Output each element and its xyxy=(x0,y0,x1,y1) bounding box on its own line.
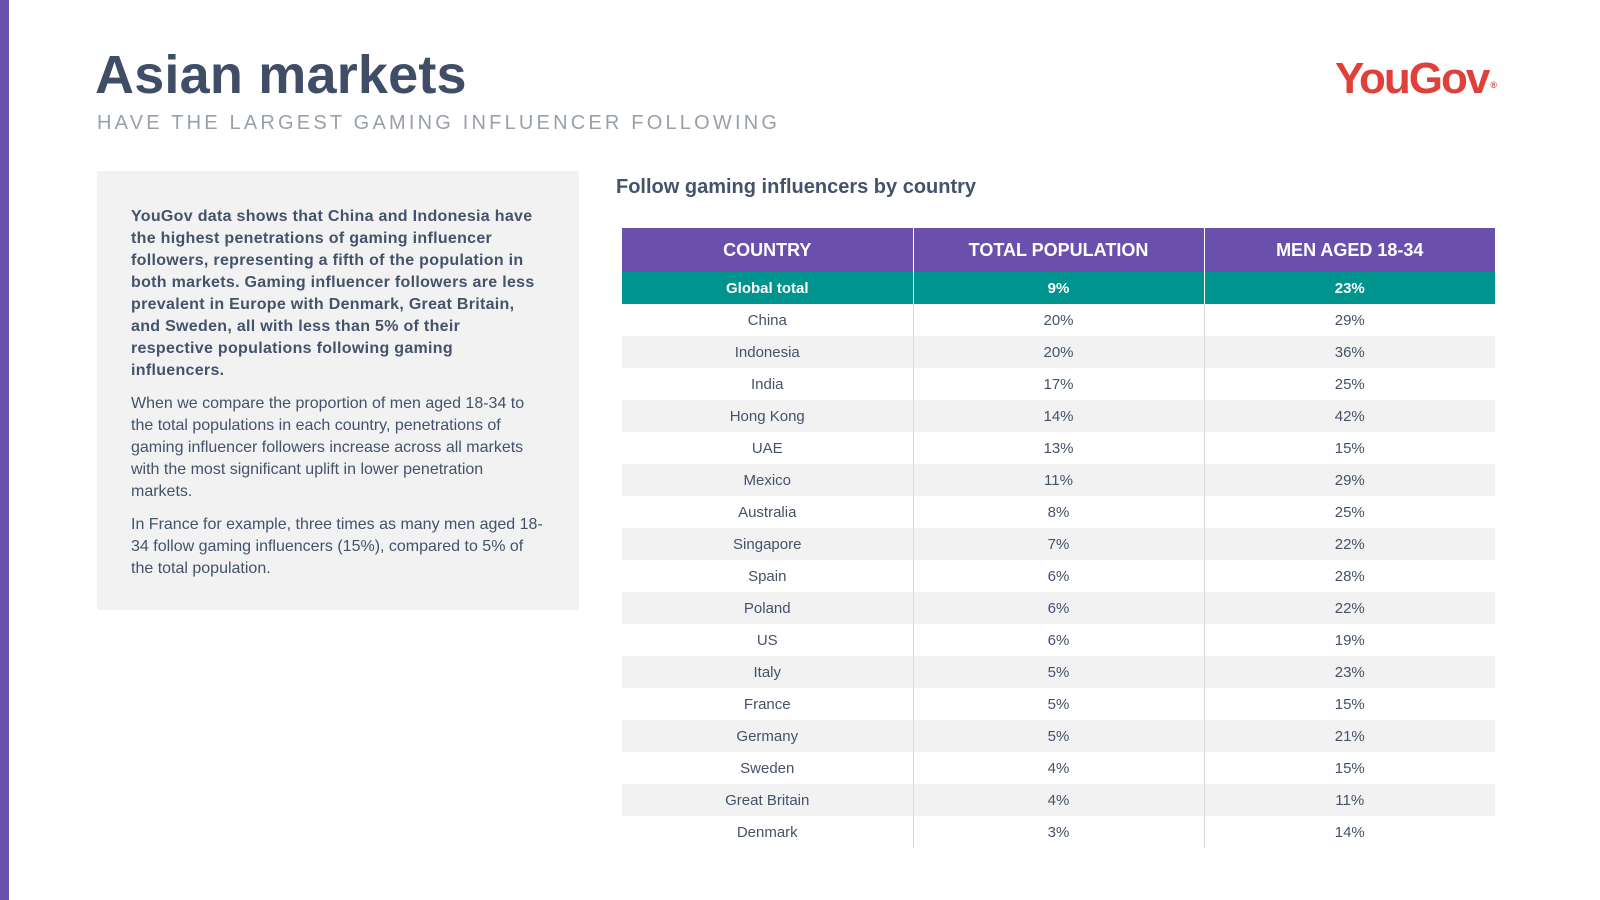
global-total-row: Global total 9% 23% xyxy=(622,272,1495,304)
logo-text: YouGov xyxy=(1334,54,1490,103)
table-row: France 5% 15% xyxy=(622,688,1495,720)
gaming-influencers-table: COUNTRY TOTAL POPULATION MEN AGED 18-34 … xyxy=(622,228,1495,848)
country-cell: China xyxy=(622,304,914,336)
country-cell: Great Britain xyxy=(622,784,914,816)
total-population-cell: 7% xyxy=(913,528,1205,560)
country-cell: Denmark xyxy=(622,816,914,848)
registered-mark: ® xyxy=(1490,80,1497,90)
men-18-34-cell: 15% xyxy=(1204,752,1495,784)
table-row: US 6% 19% xyxy=(622,624,1495,656)
header-men-18-34: MEN AGED 18-34 xyxy=(1204,228,1495,272)
men-18-34-cell: 42% xyxy=(1204,400,1495,432)
country-cell: France xyxy=(622,688,914,720)
total-population-cell: 4% xyxy=(913,752,1205,784)
total-population-cell: 14% xyxy=(913,400,1205,432)
summary-lead: YouGov data shows that China and Indones… xyxy=(131,208,535,379)
country-cell: Italy xyxy=(622,656,914,688)
header-country: COUNTRY xyxy=(622,228,914,272)
country-cell: Poland xyxy=(622,592,914,624)
country-cell: UAE xyxy=(622,432,914,464)
total-population-cell: 17% xyxy=(913,368,1205,400)
men-18-34-cell: 29% xyxy=(1204,464,1495,496)
country-cell: Australia xyxy=(622,496,914,528)
table-row: Australia 8% 25% xyxy=(622,496,1495,528)
men-18-34-cell: 14% xyxy=(1204,816,1495,848)
summary-paragraph-3: In France for example, three times as ma… xyxy=(131,516,543,577)
left-accent-bar xyxy=(0,0,9,900)
table-row: China 20% 29% xyxy=(622,304,1495,336)
summary-paragraph-2: When we compare the proportion of men ag… xyxy=(131,395,525,500)
summary-panel: YouGov data shows that China and Indones… xyxy=(97,171,579,610)
country-cell: Global total xyxy=(622,272,914,304)
table-row: Italy 5% 23% xyxy=(622,656,1495,688)
total-population-cell: 4% xyxy=(913,784,1205,816)
total-population-cell: 6% xyxy=(913,592,1205,624)
table-row: Spain 6% 28% xyxy=(622,560,1495,592)
country-cell: Germany xyxy=(622,720,914,752)
total-population-cell: 13% xyxy=(913,432,1205,464)
men-18-34-cell: 25% xyxy=(1204,496,1495,528)
country-cell: Mexico xyxy=(622,464,914,496)
yougov-logo: YouGov ® xyxy=(1334,54,1497,104)
total-population-cell: 8% xyxy=(913,496,1205,528)
country-cell: Hong Kong xyxy=(622,400,914,432)
table-row: UAE 13% 15% xyxy=(622,432,1495,464)
country-cell: Indonesia xyxy=(622,336,914,368)
total-population-cell: 20% xyxy=(913,336,1205,368)
country-cell: US xyxy=(622,624,914,656)
total-population-cell: 11% xyxy=(913,464,1205,496)
total-population-cell: 5% xyxy=(913,656,1205,688)
country-cell: Spain xyxy=(622,560,914,592)
men-18-34-cell: 19% xyxy=(1204,624,1495,656)
table-row: Germany 5% 21% xyxy=(622,720,1495,752)
table-row: Indonesia 20% 36% xyxy=(622,336,1495,368)
table-row: Hong Kong 14% 42% xyxy=(622,400,1495,432)
men-18-34-cell: 25% xyxy=(1204,368,1495,400)
country-cell: India xyxy=(622,368,914,400)
page-title: Asian markets xyxy=(95,45,467,105)
men-18-34-cell: 36% xyxy=(1204,336,1495,368)
table-row: India 17% 25% xyxy=(622,368,1495,400)
men-18-34-cell: 21% xyxy=(1204,720,1495,752)
total-population-cell: 5% xyxy=(913,720,1205,752)
table-row: Denmark 3% 14% xyxy=(622,816,1495,848)
page-subtitle: HAVE THE LARGEST GAMING INFLUENCER FOLLO… xyxy=(97,112,781,134)
total-population-cell: 6% xyxy=(913,624,1205,656)
table-header-row: COUNTRY TOTAL POPULATION MEN AGED 18-34 xyxy=(622,228,1495,272)
total-population-cell: 6% xyxy=(913,560,1205,592)
total-population-cell: 9% xyxy=(913,272,1205,304)
country-cell: Sweden xyxy=(622,752,914,784)
men-18-34-cell: 15% xyxy=(1204,688,1495,720)
table-row: Sweden 4% 15% xyxy=(622,752,1495,784)
men-18-34-cell: 23% xyxy=(1204,656,1495,688)
men-18-34-cell: 28% xyxy=(1204,560,1495,592)
total-population-cell: 20% xyxy=(913,304,1205,336)
header-total-population: TOTAL POPULATION xyxy=(913,228,1205,272)
total-population-cell: 5% xyxy=(913,688,1205,720)
total-population-cell: 3% xyxy=(913,816,1205,848)
table-title: Follow gaming influencers by country xyxy=(616,176,977,198)
men-18-34-cell: 22% xyxy=(1204,528,1495,560)
country-cell: Singapore xyxy=(622,528,914,560)
men-18-34-cell: 23% xyxy=(1204,272,1495,304)
table-row: Mexico 11% 29% xyxy=(622,464,1495,496)
men-18-34-cell: 22% xyxy=(1204,592,1495,624)
table-row: Singapore 7% 22% xyxy=(622,528,1495,560)
men-18-34-cell: 15% xyxy=(1204,432,1495,464)
men-18-34-cell: 11% xyxy=(1204,784,1495,816)
table-row: Poland 6% 22% xyxy=(622,592,1495,624)
table-row: Great Britain 4% 11% xyxy=(622,784,1495,816)
men-18-34-cell: 29% xyxy=(1204,304,1495,336)
